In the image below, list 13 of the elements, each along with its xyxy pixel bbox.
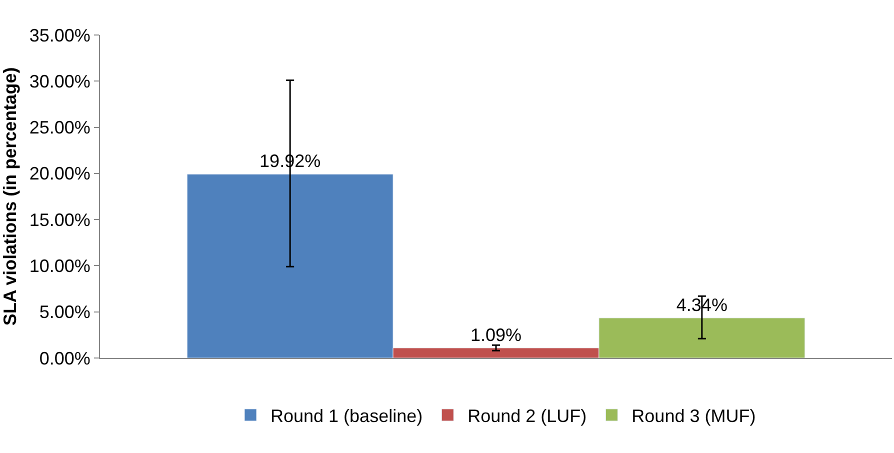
y-tick-label: 20.00%: [29, 164, 90, 184]
y-tick-label: 25.00%: [29, 118, 90, 138]
legend-label: Round 3 (MUF): [632, 406, 756, 426]
y-tick-label: 30.00%: [29, 71, 90, 92]
y-tick-label: 15.00%: [29, 210, 90, 230]
legend-label: Round 2 (LUF): [468, 406, 587, 426]
y-axis-title: SLA violations (in percentage): [0, 67, 20, 326]
y-tick-label: 0.00%: [39, 348, 90, 368]
data-label: 1.09%: [470, 324, 522, 345]
y-tick-label: 35.00%: [29, 25, 90, 46]
y-tick-label: 5.00%: [39, 302, 90, 322]
legend-label: Round 1 (baseline): [270, 406, 423, 426]
y-tick-label: 10.00%: [29, 256, 90, 276]
